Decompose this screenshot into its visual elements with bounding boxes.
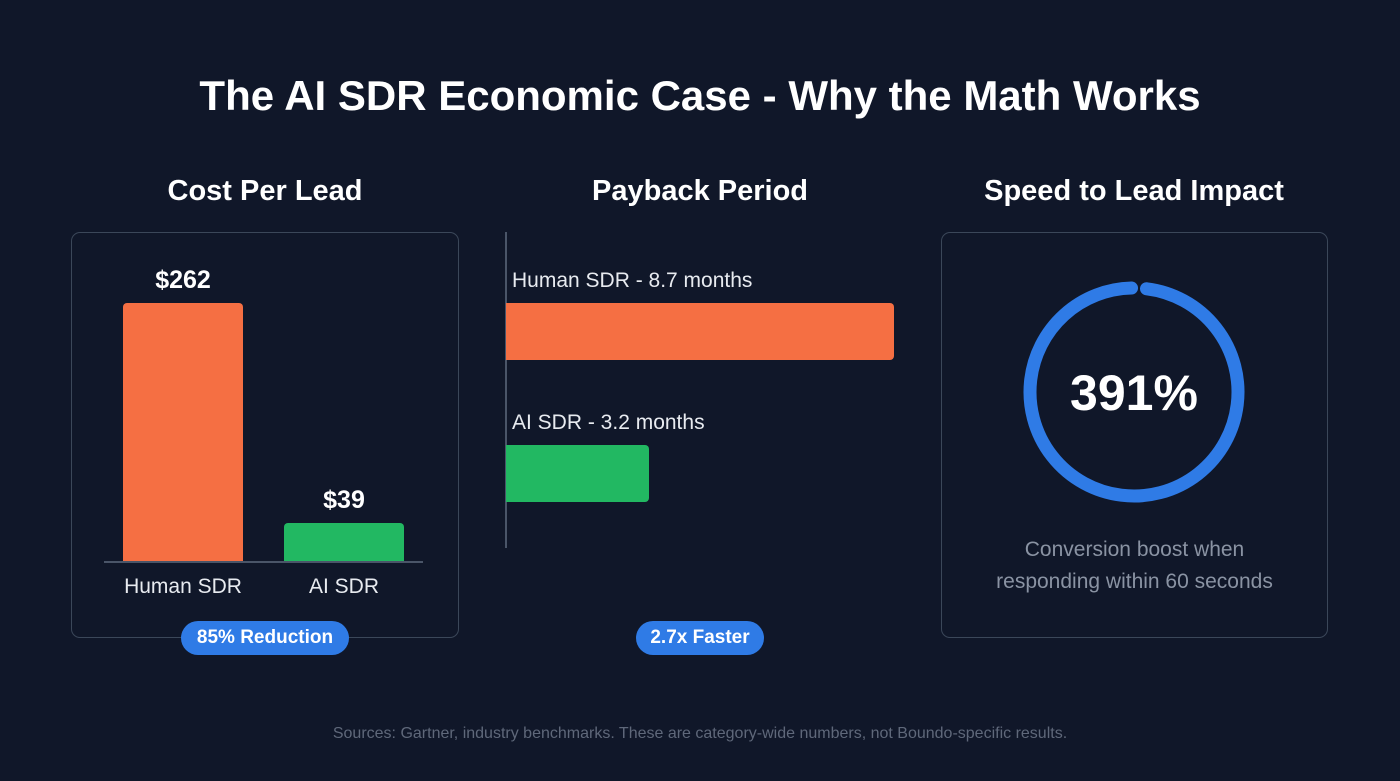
- value-label: $262: [155, 266, 211, 294]
- bar-human-sdr: [123, 303, 243, 561]
- speed-to-lead-title: Speed to Lead Impact: [984, 175, 1284, 207]
- payback-axis: [505, 232, 507, 548]
- page-title: The AI SDR Economic Case - Why the Math …: [199, 72, 1201, 119]
- faster-badge: 2.7x Faster: [636, 621, 764, 655]
- conversion-ring: [1023, 281, 1245, 503]
- value-label: $39: [323, 485, 365, 514]
- caption-line-1: Conversion boost when: [1024, 538, 1245, 561]
- payback-bar-ai-sdr: [506, 445, 649, 502]
- category-label: Human SDR: [124, 575, 242, 598]
- sources-footer: Sources: Gartner, industry benchmarks. T…: [332, 725, 1068, 742]
- bar-ai-sdr: [284, 522, 404, 561]
- category-label: AI SDR: [308, 575, 379, 598]
- bar-baseline: [104, 561, 423, 563]
- payback-period-title: Payback Period: [592, 175, 808, 207]
- caption-line-2: responding within 60 seconds: [996, 570, 1273, 593]
- cost-per-lead-title: Cost Per Lead: [167, 175, 363, 207]
- speed-to-lead-panel: [941, 232, 1328, 638]
- ring-caption: Conversion boost when responding within …: [941, 534, 1328, 598]
- payback-label: Human SDR - 8.7 months: [512, 269, 753, 292]
- ring-value: 391%: [1070, 365, 1198, 421]
- reduction-badge: 85% Reduction: [181, 621, 349, 655]
- ring-arc: [1023, 281, 1245, 503]
- payback-bar-human-sdr: [506, 303, 894, 360]
- payback-label: AI SDR - 3.2 months: [512, 411, 705, 434]
